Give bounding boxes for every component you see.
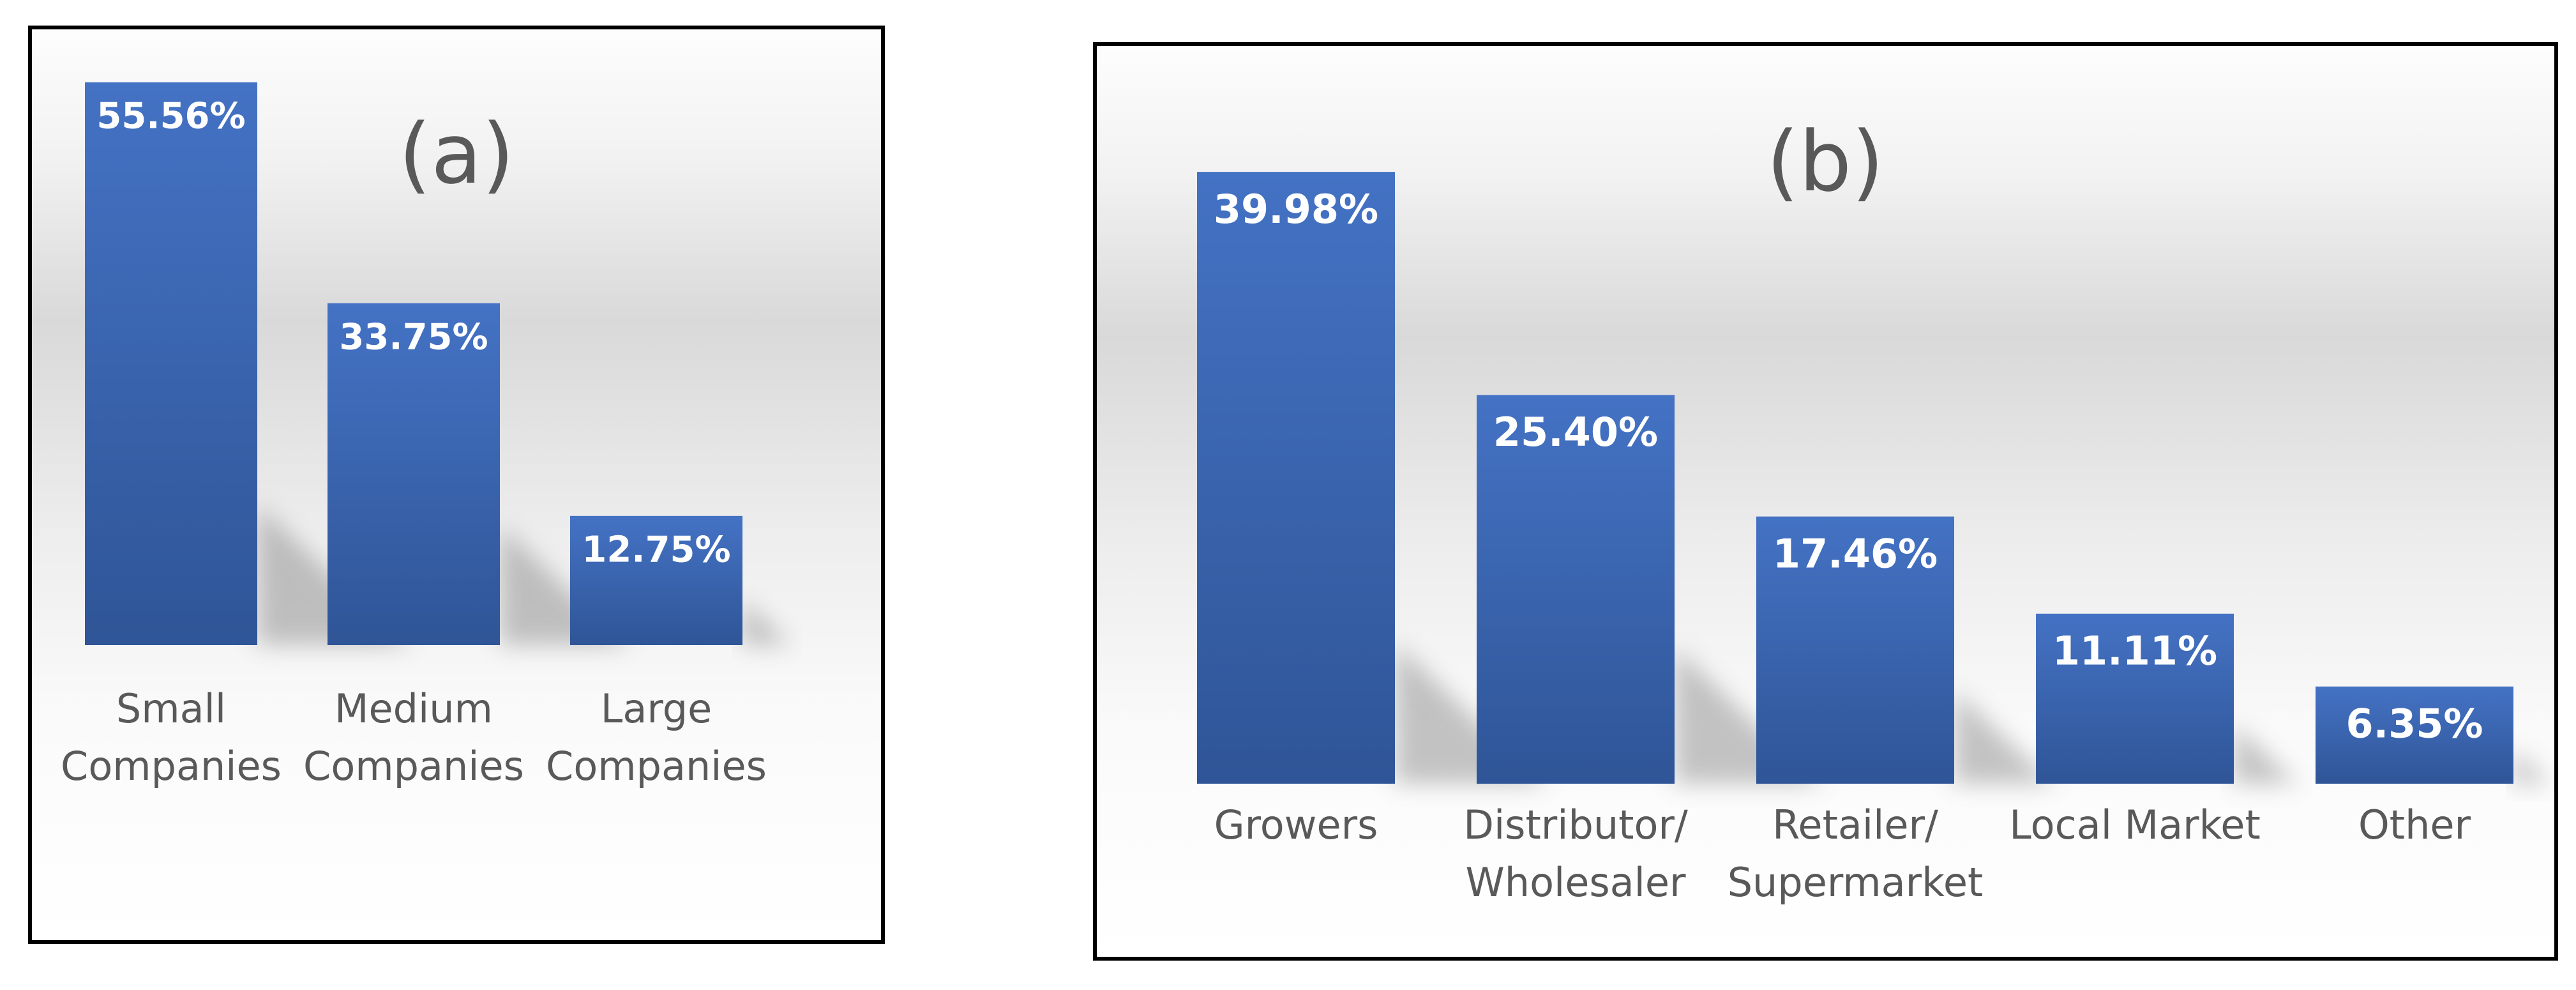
bar-shadow [2513,749,2551,784]
bar-shadow [1954,690,2058,784]
category-label: Large Companies [546,685,767,789]
data-label: 17.46% [1773,530,1938,577]
data-label: 39.98% [1214,186,1378,232]
bar [1477,395,1675,784]
chart-b-svg: (b) 39.98% Growers 25.40% Distributor/Wholes… [1197,113,2551,906]
category-label: Medium Companies [303,685,524,789]
data-label: 33.75% [339,316,488,358]
chart-panel-a: (a) 55.56% Small Companies 33.75% Medium Compa… [28,26,885,944]
category-label: Distributor/Wholesaler [1463,802,1688,906]
data-label: 25.40% [1493,409,1658,455]
bar [570,515,742,645]
category-label: Growers [1214,802,1378,848]
category-label: Retailer/Supermarket [1728,802,1984,906]
data-label: 11.11% [2053,628,2217,674]
bar [85,82,257,645]
bar-shadow [1675,648,1825,784]
bar-shadow [1395,643,1549,784]
data-label: 55.56% [96,96,245,137]
chart-panel-b: (b) 39.98% Growers 25.40% Distributor/Wholes… [1093,42,2558,961]
bar [1756,516,1954,784]
chart-b-title: (b) [1766,113,1884,210]
data-label: 6.35% [2346,701,2483,747]
bar-shadow [257,505,412,645]
category-label: Small Companies [61,685,282,789]
chart-a-title: (a) [398,105,514,202]
bar-shadow [2234,724,2300,784]
bar [328,303,500,645]
bar-shadow [742,600,792,645]
category-label: Local Market [2009,802,2261,848]
data-label: 12.75% [582,529,730,570]
category-label: Other [2358,802,2471,848]
bar-shadow [500,525,632,645]
bar [2316,686,2513,784]
bar [2036,613,2234,784]
bar [1197,172,1395,784]
chart-a-svg: (a) 55.56% Small Companies 33.75% Medium Compa… [61,82,792,789]
